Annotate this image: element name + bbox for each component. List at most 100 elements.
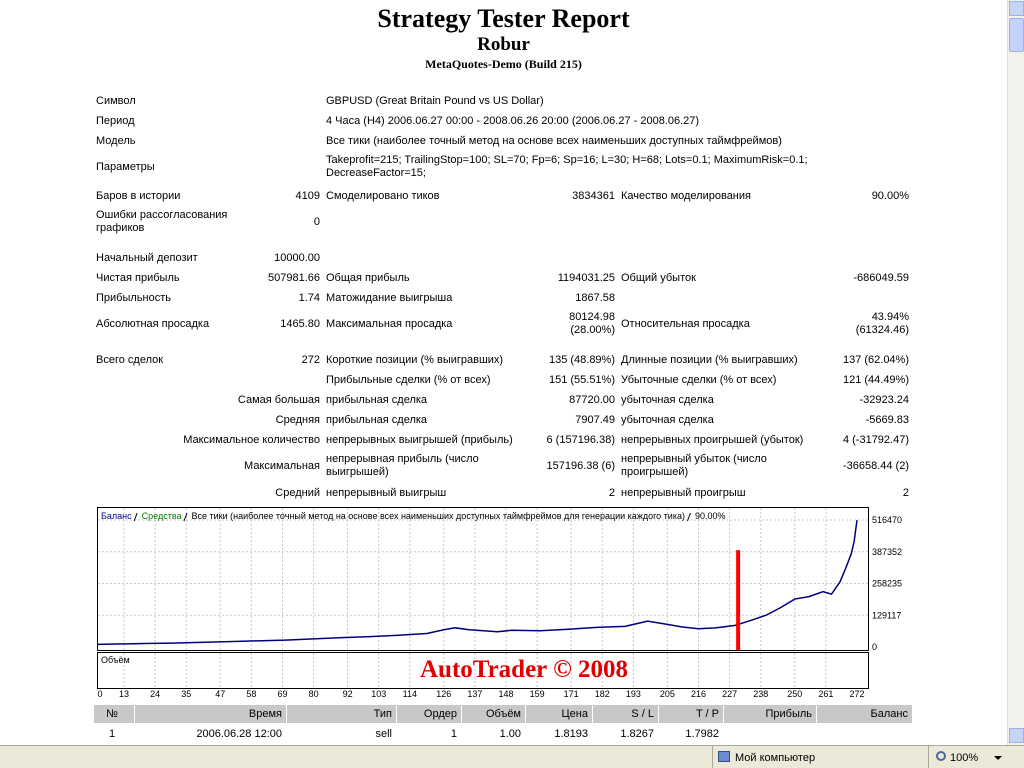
stat-value: 4109 [295,189,320,202]
stat-label: Общий убыток [621,271,696,284]
legend: Баланс Средства Все тики (наиболее точный … [101,511,726,521]
info-label: Параметры [96,160,155,173]
y-tick-label: 0 [872,642,877,652]
zoom-icon[interactable] [936,751,946,761]
stat-label: Всего сделок [96,353,164,366]
legend-item: Баланс [101,511,132,521]
stat-label: Средний [275,486,320,499]
stat-label: непрерывных выигрышей (прибыль) [326,433,513,446]
stat-label: Максимальная просадка [326,317,453,330]
stat-label: Средняя [275,413,320,426]
order-cell: sell [375,728,392,740]
stat-label: Самая большая [237,393,320,406]
order-cell: 1.7982 [685,728,719,740]
legend-item: 90.00% [695,511,726,521]
stat-value: -686049.59 [853,271,909,284]
scroll-thumb[interactable] [1009,18,1024,52]
column-header: Тип [373,708,392,720]
stat-label: Абсолютная просадка [96,317,210,330]
info-label: Модель [96,134,136,147]
stat-value: 272 [301,353,320,366]
expert-name: Robur [477,34,530,55]
x-tick-label: 114 [403,689,417,699]
status-divider [928,746,929,768]
stat-label: Короткие позиции (% выигравших) [326,353,504,366]
stat-value: 87720.00 [569,393,615,406]
stat-label: Общая прибыль [326,271,410,284]
stat-label: Максимальная [244,459,320,472]
x-tick-label: 272 [849,689,864,699]
stat-label: Относительная просадка [621,317,750,330]
balance-line [98,520,858,646]
zoom-label[interactable]: 100% [950,752,979,764]
stat-label: убыточная сделка [621,393,714,406]
stat-label: Прибыльные сделки (% от всех) [326,373,491,386]
info-value: GBPUSD (Great Britain Pound vs US Dollar… [326,94,544,107]
column-divider [396,705,397,723]
stat-label: Начальный депозит [96,251,198,264]
x-tick-label: 35 [181,689,191,699]
column-header: T / P [695,708,719,720]
stat-value: 80124.98 (28.00%) [569,311,615,336]
stat-value: 3834361 [572,189,615,202]
order-cell: 2006.06.28 12:00 [196,728,282,740]
stat-label: Качество моделирования [621,189,751,202]
x-tick-label: 47 [215,689,225,699]
x-tick-label: 80 [309,689,319,699]
stat-label: Матожидание выигрыша [326,291,453,304]
stat-label: прибыльная сделка [326,393,428,406]
info-label: Символ [96,94,136,107]
x-tick-label: 159 [530,689,545,699]
status-bar: Мой компьютер 100% [0,745,1024,768]
stat-value: -5669.83 [865,413,909,426]
stat-value: 10000.00 [274,251,320,264]
column-header: Время [248,708,282,720]
stat-label: Максимальное количество [183,433,320,446]
x-tick-label: 238 [753,689,768,699]
stat-value: 135 (48.89%) [548,353,615,366]
scroll-up[interactable] [1009,1,1024,16]
order-cell: 1 [108,728,116,740]
column-header: Ордер [423,708,457,720]
stat-label: Баров в истории [96,189,181,202]
column-header: Цена [561,708,588,720]
column-divider [723,705,724,723]
stat-value: -32923.24 [859,393,909,406]
stat-label: непрерывный выигрыш [326,486,447,499]
zoom-dropdown[interactable] [994,756,1002,760]
orders-header: № Время Тип Ордер Объём Цена S / L T / P Прибыль… [94,705,912,723]
x-tick-label: 13 [119,689,129,699]
x-tick-label: 24 [150,689,160,699]
column-header: S / L [631,708,654,720]
stat-value: 4 (-31792.47) [842,433,909,446]
stat-value: 90.00% [871,189,909,202]
vertical-scrollbar[interactable] [1007,0,1024,745]
x-tick-label: 171 [564,689,579,699]
legend-item: Средства [142,511,182,521]
x-tick-label: 182 [595,689,610,699]
x-tick-label: 92 [343,689,353,699]
stat-label: Ошибки рассогласования графиков [96,209,228,234]
stat-label: непрерывный убыток (число проигрышей) [621,453,767,478]
stat-label: Смоделировано тиков [326,189,440,202]
plot-frame [97,507,869,651]
order-cell: 1 [450,728,457,740]
stat-value: -36658.44 (2) [842,459,909,472]
stat-value: 151 (55.51%) [548,373,615,386]
stat-value: 1.74 [298,291,320,304]
column-divider [461,705,462,723]
scroll-down[interactable] [1009,728,1024,743]
stat-label: непрерывная прибыль (число выигрышей) [326,453,479,478]
equity-marker [736,550,741,650]
stat-value: 2 [902,486,909,499]
info-value: Takeprofit=215; TrailingStop=100; SL=70;… [326,154,808,179]
stat-label: прибыльная сделка [326,413,428,426]
column-divider [286,705,287,723]
x-tick-label: 58 [246,689,256,699]
stat-value: 157196.38 (6) [546,459,616,472]
x-tick-label: 193 [626,689,641,699]
stat-label: Прибыльность [96,291,171,304]
column-header: Объём [485,708,521,720]
stat-value: 6 (157196.38) [546,433,616,446]
